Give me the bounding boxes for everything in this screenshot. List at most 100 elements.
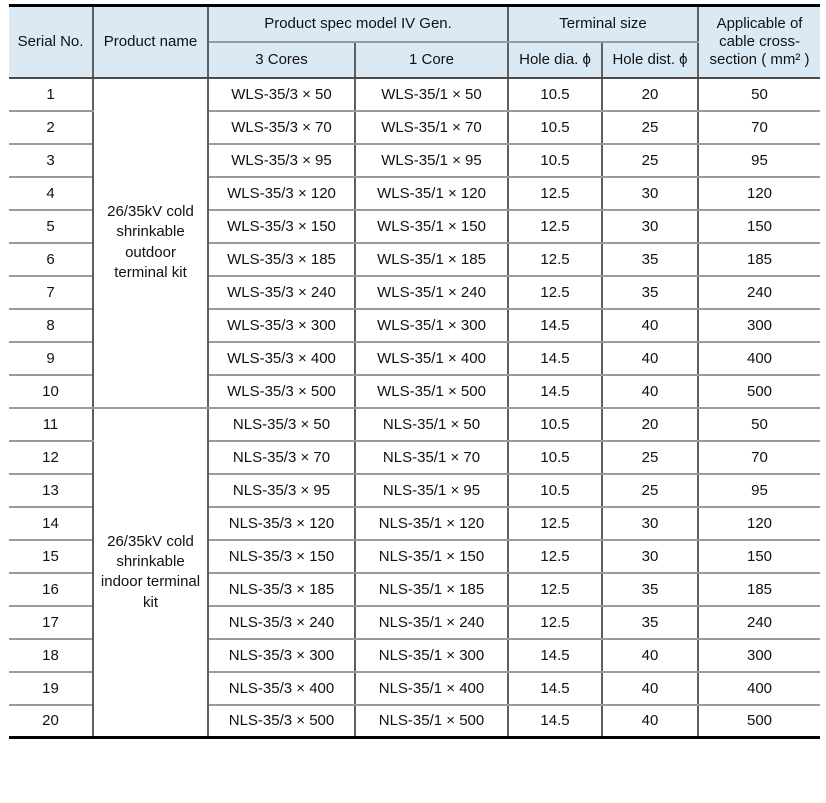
model-1-core-cell: NLS-35/1 × 240 [353,605,510,640]
model-1-core-cell: WLS-35/1 × 500 [353,374,510,409]
cross-section-cell: 70 [697,440,821,475]
hole-dia-cell: 12.5 [507,209,604,244]
hole-dist-cell: 40 [601,638,700,673]
product-name-cell: 26/35kV cold shrinkable outdoor terminal… [92,77,209,409]
model-1-core-cell: WLS-35/1 × 95 [353,143,510,178]
col-header-hole-dia: Hole dia. ϕ [507,41,604,79]
model-3-cores-cell: WLS-35/3 × 50 [207,77,356,112]
hole-dia-cell: 14.5 [507,374,604,409]
table-row: 4 WLS-35/3 × 120 WLS-35/1 × 120 12.5 30 120 [9,176,821,211]
hole-dia-cell: 14.5 [507,638,604,673]
model-1-core-cell: WLS-35/1 × 150 [353,209,510,244]
hole-dist-cell: 40 [601,704,700,739]
cross-section-cell: 400 [697,341,821,376]
hole-dist-cell: 30 [601,539,700,574]
model-3-cores-cell: NLS-35/3 × 400 [207,671,356,706]
hole-dist-cell: 35 [601,605,700,640]
model-3-cores-cell: WLS-35/3 × 240 [207,275,356,310]
hole-dist-cell: 25 [601,143,700,178]
serial-cell: 11 [9,407,94,442]
model-1-core-cell: NLS-35/1 × 120 [353,506,510,541]
table-row: 1 26/35kV cold shrinkable outdoor termina… [9,77,821,409]
serial-cell: 5 [9,209,94,244]
model-3-cores-cell: NLS-35/3 × 120 [207,506,356,541]
cross-section-cell: 50 [697,77,821,112]
hole-dist-cell: 40 [601,341,700,376]
serial-cell: 3 [9,143,94,178]
table-row: 2 WLS-35/3 × 70 WLS-35/1 × 70 10.5 25 70 [9,110,821,145]
serial-cell: 6 [9,242,94,277]
hole-dist-cell: 25 [601,440,700,475]
col-header-spec-group: Product spec model IV Gen. [206,5,510,43]
model-1-core-cell: WLS-35/1 × 240 [353,275,510,310]
serial-cell: 13 [9,473,94,508]
table-row: 15 NLS-35/3 × 150 NLS-35/1 × 150 12.5 30 150 [9,539,821,574]
hole-dist-cell: 40 [601,374,700,409]
hole-dia-cell: 14.5 [507,704,604,739]
hole-dist-cell: 30 [601,506,700,541]
model-1-core-cell: WLS-35/1 × 185 [353,242,510,277]
table-row: 10 WLS-35/3 × 500 WLS-35/1 × 500 14.5 40 500 [9,374,821,409]
table-row: 11 26/35kV cold shrinkable indoor termina… [9,407,821,739]
cross-section-cell: 500 [697,704,821,739]
cross-section-cell: 50 [697,407,821,442]
model-1-core-cell: NLS-35/1 × 70 [353,440,510,475]
model-1-core-cell: WLS-35/1 × 70 [353,110,510,145]
model-3-cores-cell: NLS-35/3 × 240 [207,605,356,640]
col-header-serial: Serial No. [9,5,94,79]
model-1-core-cell: WLS-35/1 × 300 [353,308,510,343]
model-3-cores-cell: NLS-35/3 × 500 [207,704,356,739]
model-1-core-cell: WLS-35/1 × 120 [353,176,510,211]
hole-dia-cell: 10.5 [507,407,604,442]
hole-dist-cell: 35 [601,275,700,310]
hole-dia-cell: 12.5 [507,506,604,541]
serial-cell: 17 [9,605,94,640]
hole-dia-cell: 14.5 [507,308,604,343]
table-body: 1 26/35kV cold shrinkable outdoor termina… [9,77,821,739]
serial-cell: 20 [9,704,94,739]
hole-dia-cell: 12.5 [507,572,604,607]
hole-dist-cell: 20 [601,407,700,442]
model-1-core-cell: WLS-35/1 × 400 [353,341,510,376]
model-3-cores-cell: NLS-35/3 × 185 [207,572,356,607]
table-row: 19 NLS-35/3 × 400 NLS-35/1 × 400 14.5 40 400 [9,671,821,706]
table-row: 16 NLS-35/3 × 185 NLS-35/1 × 185 12.5 35 185 [9,572,821,607]
model-1-core-cell: NLS-35/1 × 185 [353,572,510,607]
table-row: 6 WLS-35/3 × 185 WLS-35/1 × 185 12.5 35 185 [9,242,821,277]
table-row: 7 WLS-35/3 × 240 WLS-35/1 × 240 12.5 35 240 [9,275,821,310]
hole-dia-cell: 12.5 [507,242,604,277]
product-spec-table: Serial No. Product name Product spec mod… [9,4,821,739]
model-3-cores-cell: WLS-35/3 × 300 [207,308,356,343]
cross-section-cell: 240 [697,275,821,310]
header-row-1: Serial No. Product name Product spec mod… [9,5,821,79]
serial-cell: 19 [9,671,94,706]
cross-section-cell: 150 [697,539,821,574]
col-header-terminal-size-group: Terminal size [507,5,700,43]
model-3-cores-cell: NLS-35/3 × 95 [207,473,356,508]
hole-dist-cell: 20 [601,77,700,112]
hole-dist-cell: 25 [601,473,700,508]
hole-dist-cell: 35 [601,242,700,277]
col-header-3-cores: 3 Cores [207,41,356,79]
hole-dist-cell: 35 [601,572,700,607]
header-row-2: 3 Cores 1 Core Hole dia. ϕ Hole dist. ϕ [9,41,820,79]
table-row: 18 NLS-35/3 × 300 NLS-35/1 × 300 14.5 40 300 [9,638,821,673]
col-header-1-core: 1 Core [353,41,510,79]
serial-cell: 1 [9,77,94,112]
hole-dia-cell: 10.5 [507,440,604,475]
model-3-cores-cell: WLS-35/3 × 70 [207,110,356,145]
model-1-core-cell: NLS-35/1 × 300 [353,638,510,673]
model-3-cores-cell: WLS-35/3 × 120 [207,176,356,211]
hole-dia-cell: 14.5 [507,341,604,376]
cross-section-cell: 500 [697,374,821,409]
cross-section-cell: 95 [697,143,821,178]
table-row: 5 WLS-35/3 × 150 WLS-35/1 × 150 12.5 30 150 [9,209,821,244]
col-header-cross-section: Applicable of cable cross-section ( mm² … [697,5,821,79]
model-3-cores-cell: WLS-35/3 × 185 [207,242,356,277]
cross-section-cell: 240 [697,605,821,640]
cross-section-cell: 300 [697,638,821,673]
cross-section-cell: 70 [697,110,821,145]
model-1-core-cell: NLS-35/1 × 50 [353,407,510,442]
cross-section-cell: 120 [697,506,821,541]
serial-cell: 16 [9,572,94,607]
